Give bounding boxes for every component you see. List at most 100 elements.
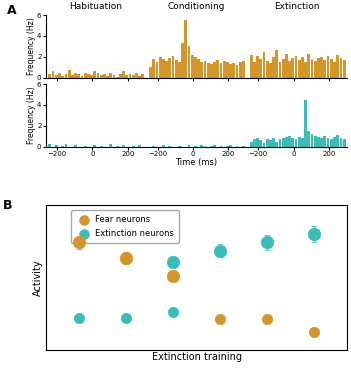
X-axis label: Extinction training: Extinction training [152,352,241,362]
Bar [125,74,128,78]
Bar [250,55,252,78]
Bar [204,146,206,147]
Bar [191,55,194,78]
Bar [207,63,210,78]
Bar [194,146,197,147]
Bar [311,59,313,78]
Bar [213,62,216,78]
Bar [61,76,64,78]
Bar [172,56,174,78]
Bar [266,139,269,147]
Bar [119,74,122,78]
Bar [68,70,71,78]
Bar [294,56,297,78]
Bar [333,62,336,78]
Bar [317,137,320,147]
Bar [110,73,112,78]
Bar [55,74,58,78]
Bar [324,60,326,78]
Bar [236,146,238,147]
Bar [168,146,171,147]
Bar [159,57,161,78]
Bar [129,74,132,78]
Bar [90,74,93,78]
Bar [232,63,235,78]
Bar [80,76,83,78]
Bar [168,58,171,78]
Bar [55,145,58,147]
Bar [272,138,275,147]
Bar [149,67,152,78]
Bar [288,61,291,78]
Bar [324,136,326,147]
Bar [178,62,181,78]
Bar [307,131,310,147]
Text: Conditioning: Conditioning [168,2,225,11]
Bar [135,73,138,78]
Legend: Fear neurons, Extinction neurons: Fear neurons, Extinction neurons [71,211,179,243]
Bar [122,145,125,147]
X-axis label: Time (ms): Time (ms) [176,158,218,167]
Bar [282,138,285,147]
Bar [106,76,109,78]
Bar [48,74,51,78]
Bar [276,50,278,78]
Bar [229,145,232,147]
Bar [138,145,141,147]
Bar [288,136,291,147]
Bar [336,55,339,78]
Bar [116,146,119,147]
Bar [226,146,229,147]
Bar [184,20,187,78]
Bar [294,139,297,147]
Bar [58,73,61,78]
Bar [317,58,320,78]
Bar [242,61,245,78]
Bar [200,145,203,147]
Bar [132,146,135,147]
Bar [304,100,307,147]
Bar [285,137,288,147]
Text: B: B [4,199,13,212]
Bar [291,58,294,78]
Bar [259,59,262,78]
Bar [279,139,282,147]
Bar [298,60,301,78]
Bar [210,64,213,78]
Bar [52,71,54,78]
Bar [327,138,330,147]
Bar [204,61,206,78]
Bar [87,74,90,78]
Bar [336,135,339,147]
Bar [213,145,216,147]
Bar [200,62,203,78]
Bar [239,62,242,78]
Bar [314,136,317,147]
Bar [333,137,336,147]
Bar [343,60,345,78]
Bar [253,139,256,147]
Bar [103,74,106,78]
Bar [138,76,141,78]
Bar [116,77,119,78]
Bar [194,57,197,78]
Bar [93,71,96,78]
Bar [84,146,87,147]
Bar [217,60,219,78]
Bar [210,146,213,147]
Bar [314,61,317,78]
Bar [122,71,125,78]
Bar [71,74,74,78]
Bar [330,139,333,147]
Bar [84,73,87,78]
Bar [263,143,265,147]
Bar [250,141,252,147]
Bar [266,61,269,78]
Bar [282,59,285,78]
Bar [74,73,77,78]
Bar [223,61,226,78]
Bar [220,63,223,78]
Bar [65,144,67,147]
Bar [301,138,304,147]
Bar [152,59,155,78]
